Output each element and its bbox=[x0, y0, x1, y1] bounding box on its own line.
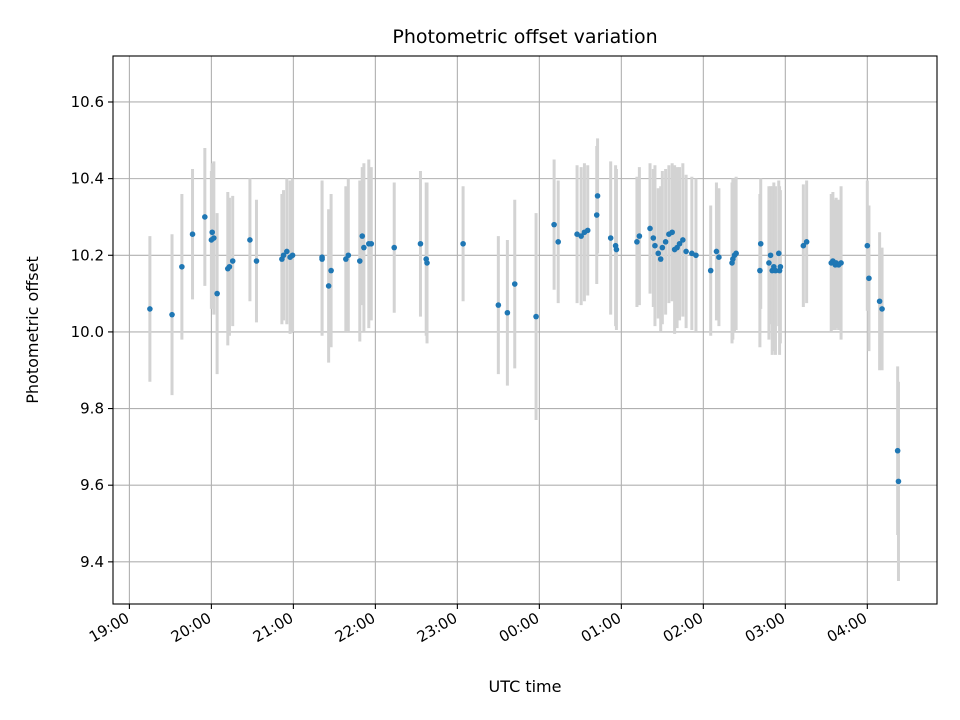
data-point bbox=[417, 240, 424, 247]
data-point bbox=[284, 248, 290, 255]
data-point bbox=[676, 240, 683, 247]
data-point bbox=[767, 252, 774, 259]
y-tick-label: 10.0 bbox=[71, 323, 104, 341]
data-point bbox=[864, 242, 871, 249]
data-point bbox=[593, 212, 600, 218]
data-point bbox=[391, 244, 398, 251]
data-point bbox=[766, 260, 772, 266]
data-point bbox=[584, 227, 591, 234]
data-point bbox=[319, 256, 325, 262]
data-point bbox=[533, 313, 539, 320]
data-point bbox=[551, 221, 557, 228]
data-point bbox=[876, 298, 883, 305]
data-point bbox=[636, 233, 643, 239]
data-point bbox=[179, 263, 185, 270]
data-point bbox=[800, 242, 807, 249]
data-point bbox=[361, 244, 367, 251]
plot-frame bbox=[112, 55, 938, 605]
data-point bbox=[613, 246, 620, 253]
y-tick-label: 9.8 bbox=[80, 400, 104, 418]
data-point bbox=[226, 263, 233, 270]
data-point bbox=[211, 235, 217, 241]
data-point bbox=[662, 239, 669, 245]
data-point bbox=[214, 290, 220, 297]
data-point bbox=[757, 240, 764, 247]
data-point bbox=[879, 306, 885, 312]
point-layer bbox=[147, 193, 902, 485]
data-point bbox=[733, 250, 739, 257]
data-point bbox=[328, 267, 334, 274]
data-point bbox=[359, 233, 366, 239]
data-point bbox=[169, 311, 175, 318]
data-point bbox=[578, 233, 584, 239]
data-point bbox=[607, 235, 614, 241]
data-point bbox=[325, 283, 332, 289]
chart-title: Photometric offset variation bbox=[392, 26, 657, 48]
y-tick-label: 10.4 bbox=[71, 170, 104, 188]
data-point bbox=[555, 239, 562, 245]
x-axis-title: UTC time bbox=[489, 677, 562, 696]
data-point bbox=[866, 275, 872, 282]
data-point bbox=[652, 242, 658, 249]
data-point bbox=[356, 258, 363, 264]
data-point bbox=[716, 254, 722, 260]
data-point bbox=[659, 244, 666, 251]
data-point bbox=[495, 302, 502, 308]
data-point bbox=[693, 252, 699, 259]
data-point bbox=[707, 267, 714, 274]
data-point bbox=[594, 193, 601, 199]
data-point bbox=[424, 260, 430, 266]
data-point bbox=[289, 252, 296, 259]
data-point bbox=[757, 267, 763, 274]
data-point bbox=[650, 235, 657, 241]
data-point bbox=[460, 240, 466, 247]
data-point bbox=[368, 240, 375, 247]
data-point bbox=[669, 229, 675, 236]
data-point bbox=[253, 258, 260, 264]
y-axis-title: Photometric offset bbox=[23, 256, 42, 404]
data-point bbox=[777, 263, 784, 270]
data-point bbox=[894, 447, 901, 454]
data-point bbox=[280, 252, 287, 259]
y-tick-label: 9.6 bbox=[80, 476, 104, 494]
data-point bbox=[345, 252, 352, 259]
data-point bbox=[655, 250, 662, 257]
data-point bbox=[209, 229, 216, 236]
data-point bbox=[147, 306, 153, 312]
y-tick-label: 10.2 bbox=[71, 246, 104, 264]
data-point bbox=[247, 237, 253, 243]
data-point bbox=[511, 281, 518, 287]
data-point bbox=[504, 309, 511, 316]
data-point bbox=[229, 258, 236, 264]
data-point bbox=[657, 256, 664, 262]
data-point bbox=[634, 239, 640, 245]
data-point bbox=[647, 225, 653, 232]
data-point bbox=[803, 239, 810, 245]
data-point bbox=[680, 237, 686, 243]
y-tick-label: 9.4 bbox=[80, 553, 104, 571]
data-point bbox=[838, 260, 844, 266]
data-point bbox=[202, 214, 208, 220]
data-point bbox=[713, 248, 720, 255]
data-point bbox=[189, 231, 196, 237]
grid-layer bbox=[113, 56, 937, 604]
data-point bbox=[895, 478, 902, 485]
data-point bbox=[775, 250, 782, 257]
y-tick-label: 10.6 bbox=[71, 93, 104, 111]
data-point bbox=[683, 248, 689, 255]
data-point bbox=[772, 267, 779, 274]
